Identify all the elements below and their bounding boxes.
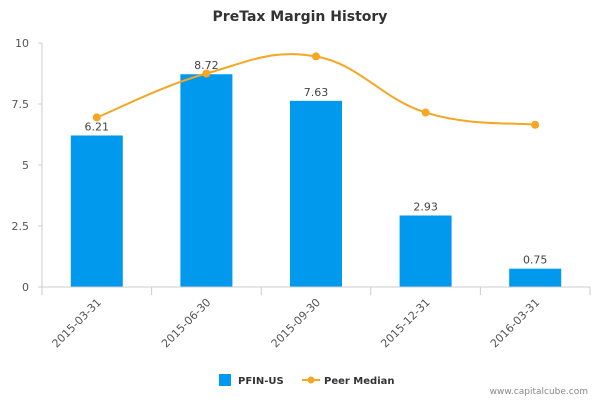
chart-title: PreTax Margin History (213, 9, 388, 25)
x-tick-label: 2015-12-31 (378, 296, 432, 350)
line-series (92, 52, 540, 129)
peer-median-point (92, 113, 101, 122)
y-tick-label: 7.5 (12, 98, 30, 111)
peer-median-point (312, 52, 320, 61)
peer-median-point (531, 120, 540, 129)
peer-median-point (202, 69, 211, 78)
bar (290, 100, 342, 287)
y-axis: 0 2.5 5 7.5 10 (12, 37, 43, 294)
bar-data-label: 0.75 (523, 254, 548, 267)
bar-data-label: 8.72 (194, 59, 219, 72)
legend-marker-peer (307, 376, 315, 384)
bar (180, 74, 233, 288)
bar (70, 135, 123, 287)
y-tick-label: 0 (22, 281, 29, 294)
bar-data-labels: 6.21 8.72 7.63 2.93 0.75 (85, 59, 548, 266)
legend-label-pfin: PFIN-US (238, 376, 284, 387)
y-tick-label: 2.5 (12, 220, 30, 233)
legend: PFIN-US Peer Median (219, 374, 395, 387)
bar (509, 268, 562, 287)
watermark: www.capitalcube.com (490, 387, 588, 397)
legend-swatch-pfin (219, 374, 231, 386)
y-tick-label: 5 (22, 159, 29, 172)
peer-median-point (421, 108, 430, 117)
x-tick-label: 2016-03-31 (488, 296, 542, 350)
x-tick-label: 2015-09-30 (269, 296, 323, 350)
bar-series (70, 74, 562, 288)
legend-label-peer: Peer Median (324, 376, 395, 387)
bar-data-label: 2.93 (413, 201, 438, 214)
bar-data-label: 7.63 (304, 86, 329, 99)
bar (399, 215, 452, 287)
x-tick-label: 2015-06-30 (159, 296, 213, 350)
bar-data-label: 6.21 (85, 120, 110, 133)
x-axis: 2015-03-31 2015-06-30 2015-09-30 2015-12-31… (41, 286, 591, 350)
y-tick-label: 10 (15, 37, 29, 50)
x-tick-label: 2015-03-31 (50, 296, 104, 350)
